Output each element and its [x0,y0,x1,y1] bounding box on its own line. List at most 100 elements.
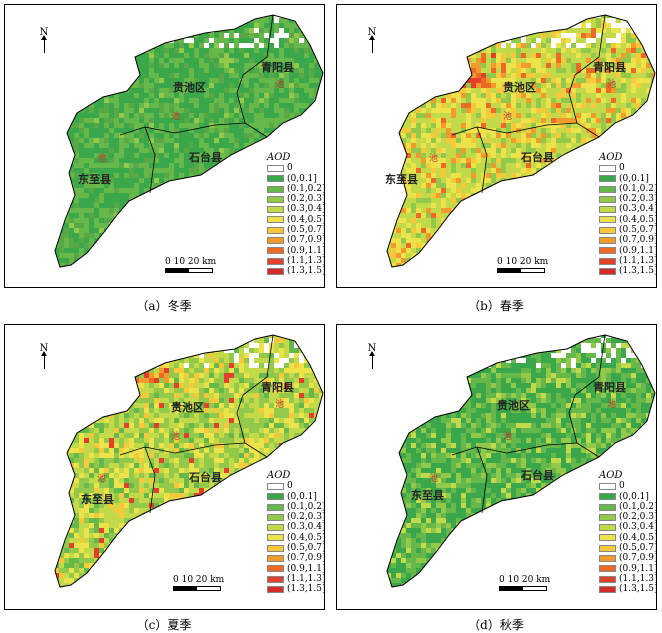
label-dongzhi: 东至县 [411,489,444,502]
legend-item: 0 [599,481,658,491]
legend-swatch [267,206,284,214]
legend-label: (1.1,1.3] [619,255,658,266]
legend-item: (0,0.1] [599,492,658,502]
legend-label: (0.5,0.7] [619,225,658,236]
legend-item: (1.1,1.3] [267,574,326,584]
legend-item: (1.3,1.5] [599,584,658,594]
legend-label: (1.3,1.5] [287,266,326,277]
label-guichi: 贵池区 [497,399,530,412]
legend-item: (0,0.1] [599,174,658,184]
legend-label: (0.3,0.4] [619,522,658,533]
county-border [568,394,578,444]
region-outline [54,14,324,268]
legend-item: (0.5,0.7] [599,225,658,235]
legend-swatch [599,534,616,542]
legend-item: (0.9,1.1] [267,564,326,574]
legend-swatch [599,164,616,172]
legend-swatch [599,185,616,193]
county-border [119,122,268,138]
label-guichi: 贵池区 [171,401,204,414]
legend-swatch [267,257,284,265]
legend-label: (0.2,0.3] [619,194,658,205]
county-border [144,446,156,514]
county-border [242,334,274,396]
legend-item: (0.4,0.5] [267,533,326,543]
legend-item: (0.2,0.3] [267,194,326,204]
label-qingyang: 青阳县 [261,61,294,74]
north-arrow: N [37,343,51,369]
legend-swatch [599,575,616,583]
legend-swatch [267,555,284,563]
label-shitai: 石台县 [521,151,554,164]
label-qingyang: 青阳县 [593,381,626,394]
legend-swatch [599,544,616,552]
legend-label: (1.1,1.3] [287,573,326,584]
legend-item: (0.3,0.4] [599,522,658,532]
county-border [451,122,600,138]
legend-label: (0.4,0.5] [287,214,326,225]
legend-item: (0.9,1.1] [599,246,658,256]
legend-item: (0,0.1] [267,492,326,502]
legend-label: (1.1,1.3] [287,255,326,266]
legend-item: (1.3,1.5] [267,584,326,594]
legend-item: (1.1,1.3] [599,256,658,266]
legend-swatch [267,226,284,234]
legend-title: AOD [267,152,291,163]
legend-label: (0.4,0.5] [619,214,658,225]
county-border [242,14,274,76]
county-border [476,446,488,514]
legend-item: (0.7,0.9] [599,553,658,563]
county-border [236,74,246,124]
legend-label: (0.1,0.2] [287,183,326,194]
label-shitai: 石台县 [189,471,222,484]
legend-item: 0 [267,163,326,173]
north-arrow: N [37,27,51,53]
map-panel-winter: 池池池 N 青阳县 贵池区 石台县 东至县 AOD 0 (0,0.1] (0.1,0.… [4,4,326,288]
legend-label: 0 [287,481,293,492]
label-qingyang: 青阳县 [593,61,626,74]
region-outline [386,14,656,268]
legend-item: (0.4,0.5] [267,215,326,225]
seat-marker: 池 [503,430,512,442]
legend-swatch [599,503,616,511]
legend-label: (0.4,0.5] [287,532,326,543]
legend-label: (0.9,1.1] [619,563,658,574]
legend-title: AOD [267,470,291,481]
legend-label: (0.5,0.7] [287,225,326,236]
legend-label: (0,0.1] [619,491,649,502]
seat-marker: 池 [503,110,512,122]
legend-swatch [267,237,284,245]
legend-item: (0.9,1.1] [599,564,658,574]
caption-winter: （a）冬季 [136,299,192,313]
seat-marker: 池 [171,110,180,122]
legend-item: (0.5,0.7] [267,225,326,235]
legend-label: (0.7,0.9] [287,553,326,564]
legend-item: (0.2,0.3] [267,512,326,522]
legend-swatch [267,503,284,511]
aod-legend: AOD 0 (0,0.1] (0.1,0.2] (0.2,0.3] (0.3,0.4] (0… [599,470,658,595]
legend-label: (0.9,1.1] [619,245,658,256]
legend-label: (0.3,0.4] [287,204,326,215]
legend-item: (0.1,0.2] [267,502,326,512]
label-guichi: 贵池区 [173,81,206,94]
legend-swatch [599,493,616,501]
legend-item: (1.1,1.3] [599,574,658,584]
seat-marker: 池 [171,430,180,442]
legend-label: (0.1,0.2] [619,501,658,512]
legend-swatch [599,237,616,245]
legend-item: (0,0.1] [267,174,326,184]
legend-swatch [267,575,284,583]
seat-marker: 池 [429,152,438,164]
legend-item: (0.4,0.5] [599,215,658,225]
legend-label: 0 [619,163,625,174]
legend-item: (1.3,1.5] [267,266,326,276]
legend-label: (0.7,0.9] [619,235,658,246]
legend-item: (0.3,0.4] [267,204,326,214]
legend-swatch [267,565,284,573]
legend-label: (0.5,0.7] [287,543,326,554]
legend-item: (0.5,0.7] [267,543,326,553]
legend-item: (1.3,1.5] [599,266,658,276]
label-guichi: 贵池区 [503,81,536,94]
legend-swatch [267,534,284,542]
label-qingyang: 青阳县 [261,381,294,394]
